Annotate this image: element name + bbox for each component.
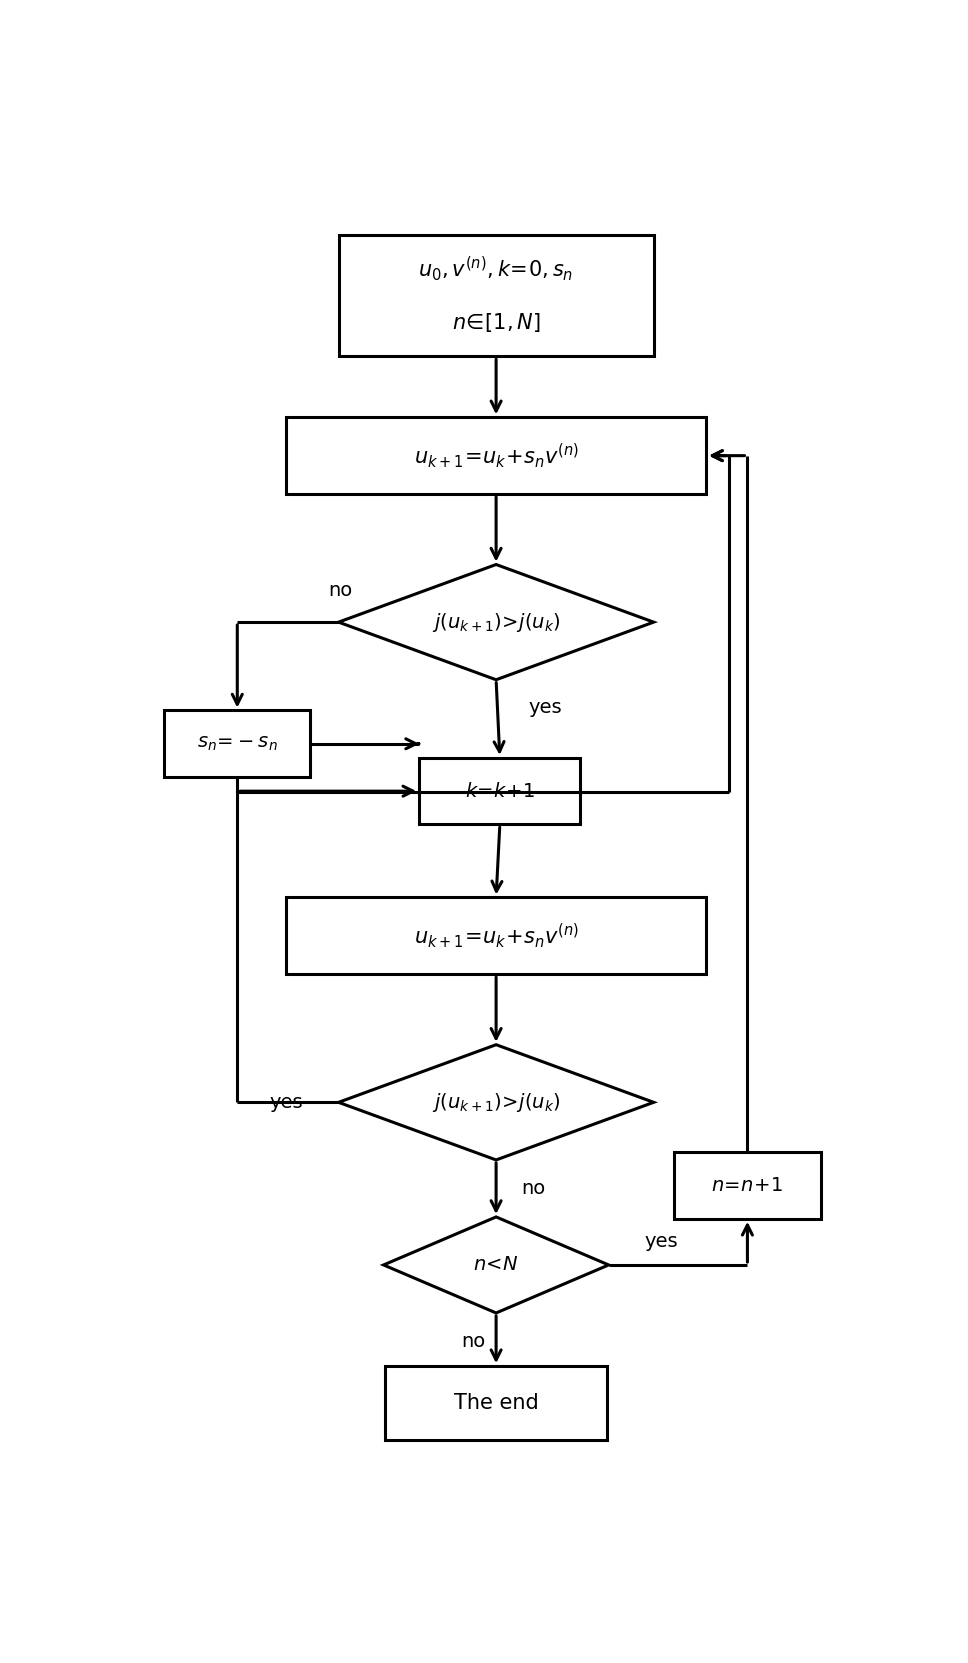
FancyBboxPatch shape: [287, 898, 707, 975]
FancyBboxPatch shape: [287, 417, 707, 494]
FancyBboxPatch shape: [385, 1365, 607, 1440]
Text: $u_{k+1}\!=\!u_k\!+\!s_nv^{(n)}$: $u_{k+1}\!=\!u_k\!+\!s_nv^{(n)}$: [413, 441, 579, 471]
Text: no: no: [462, 1332, 486, 1350]
Text: $j(u_{k+1})\!>\!j(u_k)$: $j(u_{k+1})\!>\!j(u_k)$: [432, 610, 560, 634]
Text: no: no: [522, 1179, 546, 1197]
Text: $j(u_{k+1})\!>\!j(u_k)$: $j(u_{k+1})\!>\!j(u_k)$: [432, 1091, 560, 1114]
Polygon shape: [339, 1044, 653, 1161]
Text: The end: The end: [454, 1394, 538, 1414]
FancyBboxPatch shape: [339, 234, 653, 356]
Polygon shape: [383, 1217, 609, 1314]
Text: $u_0,v^{(n)},k\!=\!0,s_n$: $u_0,v^{(n)},k\!=\!0,s_n$: [418, 254, 574, 283]
Text: $n\!<\!N$: $n\!<\!N$: [473, 1256, 519, 1274]
FancyBboxPatch shape: [419, 758, 581, 825]
Text: $n\!=\!n\!+\!1$: $n\!=\!n\!+\!1$: [711, 1176, 784, 1196]
FancyBboxPatch shape: [675, 1152, 821, 1219]
Text: yes: yes: [269, 1093, 303, 1113]
Text: yes: yes: [529, 698, 561, 717]
Text: no: no: [328, 580, 352, 600]
Text: $n\!\in\![1,N]$: $n\!\in\![1,N]$: [452, 311, 540, 334]
Text: $k\!=\!k\!+\!1$: $k\!=\!k\!+\!1$: [465, 782, 535, 800]
Text: $u_{k+1}\!=\!u_k\!+\!s_nv^{(n)}$: $u_{k+1}\!=\!u_k\!+\!s_nv^{(n)}$: [413, 921, 579, 950]
FancyBboxPatch shape: [165, 710, 311, 777]
Text: $s_n\!=\!-s_n$: $s_n\!=\!-s_n$: [197, 735, 278, 753]
Text: yes: yes: [645, 1232, 678, 1251]
Polygon shape: [339, 564, 653, 680]
